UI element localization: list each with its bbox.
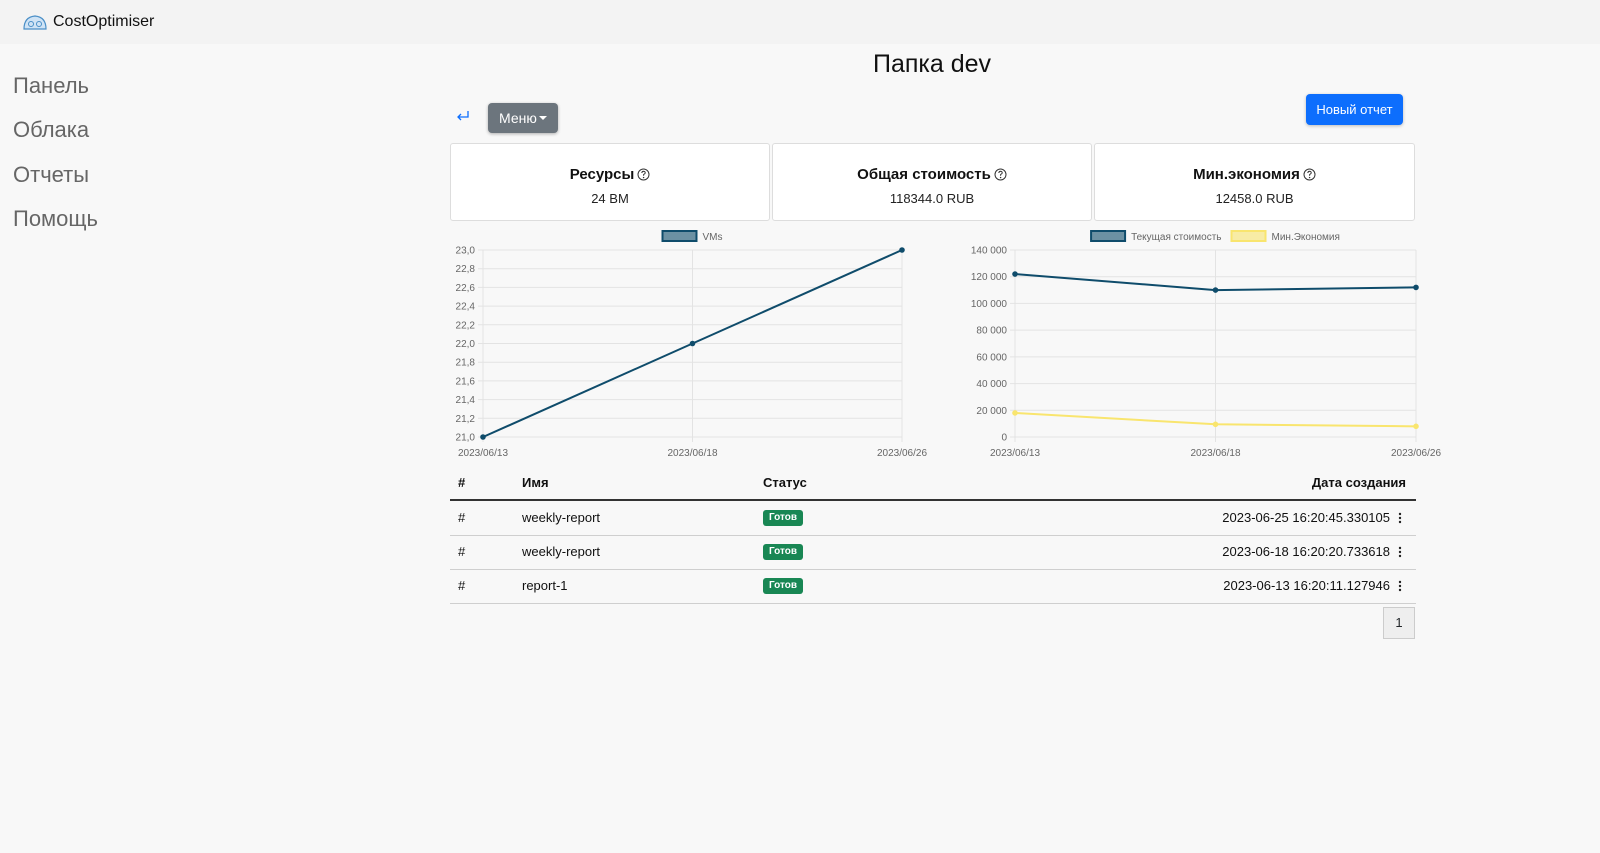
report-name: weekly-report <box>522 510 601 525</box>
row-link[interactable]: # <box>458 578 466 593</box>
data-point <box>1212 421 1219 428</box>
data-point <box>1012 271 1018 277</box>
brand-logo <box>23 15 47 30</box>
table-divider <box>450 499 1416 501</box>
data-point <box>1413 284 1419 291</box>
legend-label: VMs <box>703 232 723 243</box>
column-header: # <box>458 475 466 490</box>
row-divider <box>450 603 1416 604</box>
card-title: Мин.экономия <box>1193 166 1300 183</box>
pagination-button[interactable]: 1 <box>1383 607 1415 639</box>
brand[interactable]: CostOptimiser <box>53 13 155 30</box>
y-tick-label: 22,6 <box>456 283 476 294</box>
data-point <box>1212 287 1219 293</box>
top-bar <box>0 0 1600 44</box>
y-tick-label: 100 000 <box>971 299 1008 310</box>
y-tick-label: 23,0 <box>456 246 476 257</box>
column-header: Имя <box>522 475 549 490</box>
y-tick-label: 80 000 <box>976 326 1007 337</box>
y-tick-label: 21,0 <box>456 433 476 444</box>
report-name: weekly-report <box>522 544 601 559</box>
card: Ресурсы 24 ВМ <box>450 143 770 221</box>
status-badge: Готов <box>763 544 803 560</box>
x-tick-label: 2023/06/18 <box>667 448 717 459</box>
card-value: 118344.0 RUB <box>889 191 975 206</box>
help-icon[interactable] <box>637 168 650 181</box>
status-badge: Готов <box>763 578 803 594</box>
y-tick-label: 21,8 <box>456 358 476 369</box>
row-divider <box>450 569 1416 570</box>
created-at: 2023-06-25 16:20:45.330105 <box>1222 510 1390 525</box>
legend-label: Мин.Экономия <box>1272 232 1340 243</box>
card: Мин.экономия 12458.0 RUB <box>1094 143 1415 221</box>
column-header: Дата создания <box>1311 475 1406 490</box>
nav-item[interactable]: Отчеты <box>13 162 90 187</box>
x-tick-label: 2023/06/13 <box>458 448 508 459</box>
row-divider <box>450 535 1416 536</box>
row-link[interactable]: # <box>458 544 466 559</box>
row-actions[interactable] <box>1396 579 1404 593</box>
legend-swatch <box>661 230 698 242</box>
chart: 0 20 000 40 000 60 000 80 000 100 000 120 000 1… <box>971 230 1441 459</box>
y-tick-label: 21,4 <box>456 395 476 406</box>
legend-swatch <box>1230 230 1267 242</box>
y-tick-label: 22,8 <box>456 264 476 275</box>
y-tick-label: 140 000 <box>971 246 1008 257</box>
legend-label: Текущая стоимость <box>1131 232 1221 243</box>
help-icon[interactable] <box>1303 168 1316 181</box>
card-title: Ресурсы <box>569 166 635 183</box>
back-button[interactable] <box>455 109 471 123</box>
report-name: report-1 <box>522 578 568 593</box>
y-tick-label: 20 000 <box>976 406 1007 417</box>
row-actions[interactable] <box>1396 511 1404 525</box>
y-tick-label: 21,6 <box>456 376 476 387</box>
help-icon[interactable] <box>994 168 1007 181</box>
y-tick-label: 40 000 <box>976 379 1007 390</box>
y-tick-label: 22,4 <box>456 302 476 313</box>
x-tick-label: 2023/06/26 <box>877 448 927 459</box>
created-at: 2023-06-13 16:20:11.127946 <box>1223 578 1390 593</box>
y-tick-label: 21,2 <box>456 414 476 425</box>
x-tick-label: 2023/06/13 <box>990 448 1040 459</box>
data-point <box>1413 423 1419 430</box>
row-actions[interactable] <box>1396 545 1404 559</box>
data-point <box>689 340 696 347</box>
nav-item[interactable]: Панель <box>13 73 90 98</box>
nav-item[interactable]: Помощь <box>13 206 98 231</box>
data-point <box>1012 410 1018 416</box>
data-point <box>480 434 486 440</box>
card-value: 24 ВМ <box>591 191 629 206</box>
card-value: 12458.0 RUB <box>1215 191 1294 206</box>
x-tick-label: 2023/06/26 <box>1391 448 1441 459</box>
chart: 21,0 21,2 21,4 21,6 21,8 22,0 22,2 22,4 22,6 22,8… <box>456 230 927 459</box>
y-tick-label: 22,2 <box>456 320 476 331</box>
legend-swatch <box>1090 230 1127 242</box>
page-title: Папка dev <box>872 50 992 78</box>
created-at: 2023-06-18 16:20:20.733618 <box>1222 544 1390 559</box>
y-tick-label: 120 000 <box>971 272 1008 283</box>
x-tick-label: 2023/06/18 <box>1190 448 1240 459</box>
nav-item[interactable]: Облака <box>13 117 90 142</box>
column-header: Статус <box>763 475 807 490</box>
row-link[interactable]: # <box>458 510 466 525</box>
status-badge: Готов <box>763 510 803 526</box>
menu-button[interactable]: Меню <box>488 103 558 133</box>
card: Общая стоимость 118344.0 RUB <box>772 143 1092 221</box>
y-tick-label: 60 000 <box>976 352 1007 363</box>
card-title: Общая стоимость <box>857 166 991 183</box>
new-report-button[interactable]: Новый отчет <box>1306 94 1403 125</box>
y-tick-label: 0 <box>1001 433 1007 444</box>
data-point <box>899 247 905 253</box>
y-tick-label: 22,0 <box>456 339 476 350</box>
